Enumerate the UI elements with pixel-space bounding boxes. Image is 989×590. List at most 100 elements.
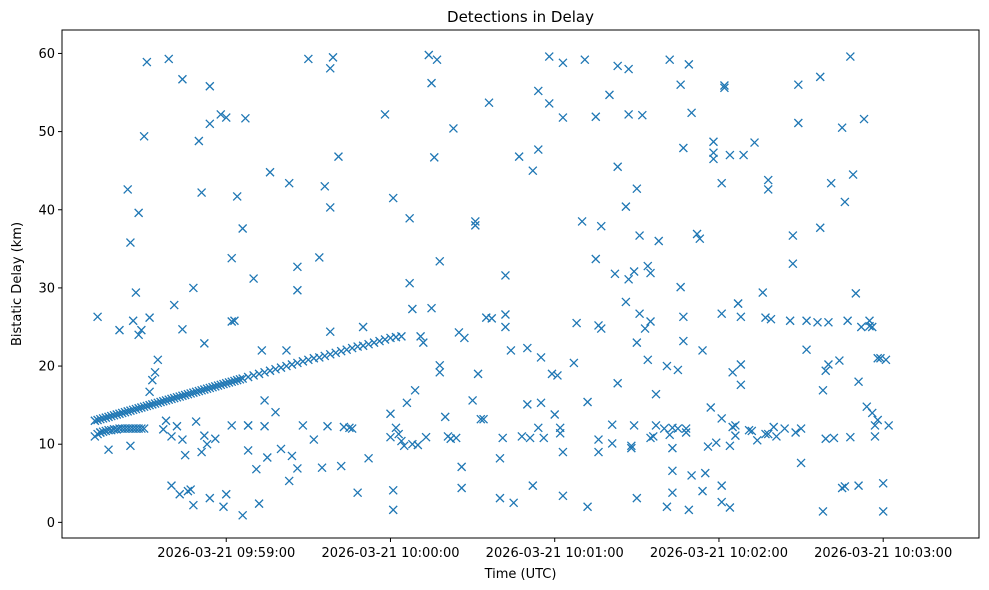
detection-point [375,336,384,346]
detection-point [249,274,259,283]
detection-point [177,74,187,84]
detection-point [298,420,308,430]
detection-point [643,261,653,271]
detection-point [254,369,264,379]
detection-point [667,488,677,498]
detection-point [271,407,280,417]
detection-point [681,428,691,437]
detection-point [369,338,379,348]
detection-point [271,364,280,374]
detection-point [175,489,185,499]
detection-point [238,224,248,233]
detection-point [624,109,634,119]
detection-point [550,410,560,419]
detection-point [878,506,888,516]
detection-point [254,499,264,509]
detection-point [763,429,773,439]
detection-point [183,486,193,496]
detection-point [191,387,201,397]
detection-point [536,398,546,408]
detection-point [413,440,423,450]
detection-point [506,345,516,355]
detection-point [260,367,270,377]
detection-point [172,421,182,431]
detection-point [180,390,190,400]
detection-point [177,391,187,401]
detection-point [402,398,412,408]
detection-point [643,355,653,365]
detection-point [662,502,672,512]
detection-point [202,439,212,449]
detection-point [243,372,253,382]
detection-point [224,378,234,387]
detection-point [558,58,568,68]
detection-point [785,316,795,326]
detection-point [495,493,505,503]
detection-point [161,395,171,405]
detection-point [500,322,510,332]
detection-point [93,312,103,322]
detection-point [881,355,891,365]
detection-point [205,493,215,503]
detection-point [500,310,510,319]
detection-point [276,444,286,454]
detection-point [325,63,335,73]
detection-point [128,405,138,415]
detection-point [199,338,209,348]
detection-point [93,429,103,439]
detection-point [205,81,215,91]
detection-point [98,427,108,437]
detection-point [131,404,141,414]
detection-point [235,374,245,384]
detection-point [476,414,486,424]
detection-point [522,399,532,409]
detection-point [396,331,406,341]
detection-point [678,143,688,153]
detection-point [104,412,113,422]
detection-point [115,325,124,335]
detection-point [725,150,735,160]
detection-point [736,360,746,369]
detection-point [364,339,374,349]
y-tick-label: 20 [38,360,55,375]
y-tick-label: 30 [38,281,55,296]
detection-point [243,446,253,455]
detection-point [169,393,179,403]
detection-point [761,429,770,439]
detection-point [123,184,133,194]
detection-point [424,50,434,60]
detection-point [282,345,291,355]
detection-point [769,422,779,432]
detection-point [709,137,718,147]
detection-point [347,424,357,434]
detection-point [358,322,368,332]
detection-point [596,324,606,334]
detection-point [262,453,272,462]
x-tick-label: 2026-03-21 10:02:00 [650,546,788,561]
detection-point [139,424,149,434]
detection-point [265,167,275,177]
detection-point [637,110,647,120]
detection-point [177,435,187,444]
detection-point [221,489,231,499]
detection-point [873,353,883,363]
detection-point [219,379,228,389]
detection-point [249,370,259,380]
detection-point [676,80,686,90]
detection-point [591,254,601,264]
detection-point [848,170,858,180]
detection-point [399,441,409,451]
detection-point [646,433,655,443]
detection-point [117,408,127,418]
detection-point [709,154,718,164]
detection-point [95,414,105,424]
detection-point [823,360,833,369]
detection-point [646,268,655,278]
detection-point [558,113,568,122]
detection-point [591,112,601,122]
detection-point [309,435,319,444]
detection-point [287,360,297,369]
detection-point [167,481,176,491]
y-tick-label: 40 [38,203,55,218]
detection-point [292,463,302,473]
